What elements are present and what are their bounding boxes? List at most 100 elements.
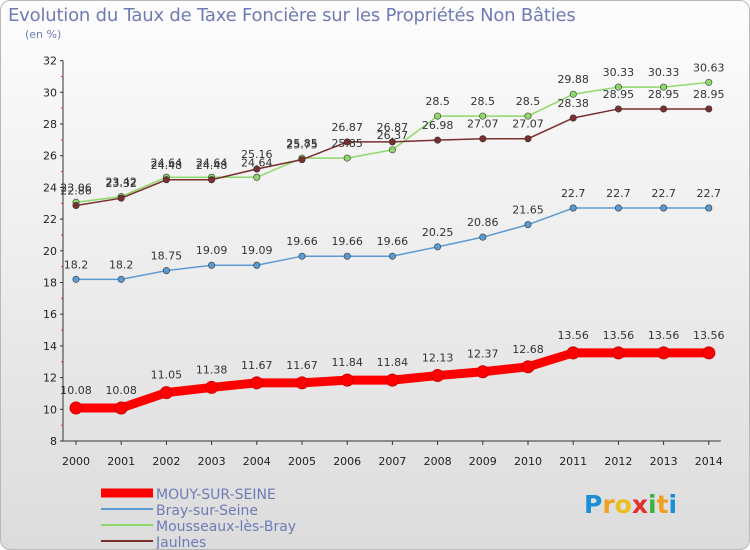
data-label: 26.87 [377,121,409,134]
data-point [162,176,170,184]
data-label: 23.42 [105,176,137,189]
x-tick-label: 2007 [378,455,406,468]
x-tick-label: 2003 [198,455,226,468]
data-point [434,136,442,144]
data-label: 21.65 [512,204,544,217]
legend: MOUY-SUR-SEINEBray-sur-SeineMousseaux-lè… [101,487,296,550]
data-point [340,373,354,387]
data-label: 10.08 [105,384,137,397]
data-label: 25.85 [331,137,363,150]
logo-letter: o [614,490,632,519]
data-label: 11.05 [151,369,183,382]
data-label: 24.48 [196,159,228,172]
data-point [205,380,219,394]
x-tick-label: 2012 [604,455,632,468]
data-point [521,360,535,374]
data-point [208,176,216,184]
y-tick-label: 10 [43,403,57,416]
data-label: 28.38 [557,97,589,110]
data-point [388,138,396,146]
x-tick-label: 2009 [469,455,497,468]
data-label: 19.66 [331,235,363,248]
data-label: 19.66 [377,235,409,248]
y-tick-label: 14 [43,340,57,353]
y-tick-label: 18 [43,277,57,290]
data-point [72,275,80,283]
data-point [479,233,487,241]
data-label: 11.84 [331,356,363,369]
data-label: 30.33 [648,66,680,79]
data-labels: 18.2 18.2 18.75 19.09 19.09 19.66 19.66 19.66 20… [60,61,724,397]
data-point [253,173,261,181]
y-tick-label: 22 [43,213,57,226]
data-label: 19.09 [196,244,228,257]
data-label: 28.95 [693,88,725,101]
data-label: 23.06 [60,181,92,194]
axes: 8 10 12 14 16 18 20 22 24 26 28 30 32 2000 2001 2002 200… [43,55,723,468]
data-point [114,401,128,415]
y-tick-label: 24 [43,181,57,194]
data-label: 22.7 [697,187,722,200]
legend-label: Jaulnes [155,535,206,550]
y-tick-label: 16 [43,308,57,321]
data-label: 27.07 [512,118,544,131]
data-point [660,83,668,91]
y-tick-label: 32 [43,55,57,68]
legend-label: MOUY-SUR-SEINE [156,487,276,503]
data-point [434,243,442,251]
data-point [250,376,264,390]
x-tick-label: 2004 [243,455,271,468]
data-label: 24.48 [151,159,183,172]
data-point [253,165,261,173]
data-label: 24.64 [241,156,273,169]
data-point [434,112,442,120]
data-label: 25.16 [241,148,273,161]
data-label: 13.56 [648,329,680,342]
data-point [117,275,125,283]
data-point [343,138,351,146]
x-tick-label: 2006 [333,455,361,468]
data-label: 28.95 [648,88,680,101]
data-label: 25.75 [286,139,318,152]
data-label: 26.98 [422,119,454,132]
data-point [159,386,173,400]
data-point [72,201,80,209]
data-label: 22.7 [561,187,586,200]
data-point [298,156,306,164]
data-label: 11.38 [196,363,228,376]
data-label: 18.2 [109,258,134,271]
data-label: 11.67 [286,359,318,372]
data-label: 13.56 [693,329,725,342]
y-tick-label: 8 [50,435,57,448]
x-tick-label: 2008 [424,455,452,468]
data-point [476,365,490,379]
legend-label: Mousseaux-lès-Bray [156,519,296,535]
data-point [702,346,716,360]
data-label: 28.5 [516,95,541,108]
logo-letter: i [668,490,678,519]
data-point [566,346,580,360]
data-point [569,90,577,98]
data-point [705,204,713,212]
x-tick-label: 2002 [152,455,180,468]
y-tick-label: 26 [43,150,57,163]
data-label: 24.64 [196,156,228,169]
data-label: 25.85 [286,137,318,150]
data-point [614,83,622,91]
data-label: 28.5 [425,95,450,108]
data-label: 30.33 [603,66,635,79]
data-point [614,105,622,113]
series-layer [69,78,716,415]
data-point [479,135,487,143]
data-point [705,105,713,113]
data-point [298,252,306,260]
data-point [431,369,445,383]
data-point [295,376,309,390]
data-label: 26.37 [377,129,409,142]
data-label: 30.63 [693,61,725,74]
logo-letter: t [656,490,669,519]
data-point [524,112,532,120]
data-point [162,267,170,275]
